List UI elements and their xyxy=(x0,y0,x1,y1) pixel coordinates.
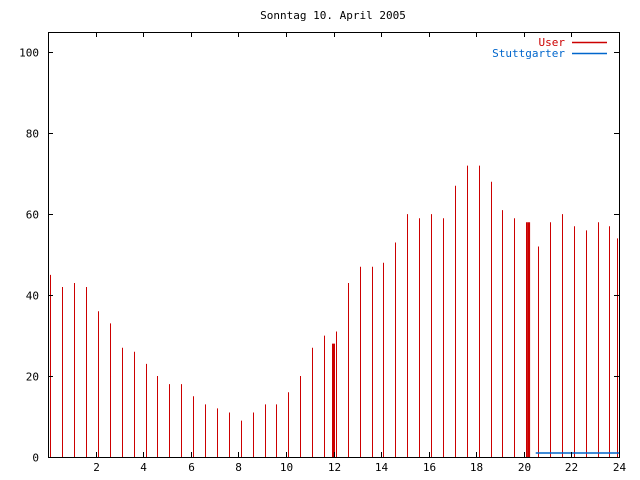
chart-title: Sonntag 10. April 2005 xyxy=(260,9,406,22)
x-tick-label: 6 xyxy=(188,461,195,474)
y-axis: 0 20 40 60 80 100 xyxy=(19,47,619,465)
x-axis: 2 4 6 8 10 12 14 16 18 20 22 24 xyxy=(93,32,626,474)
x-tick-label: 12 xyxy=(328,461,341,474)
y-tick-label: 0 xyxy=(32,452,39,465)
x-tick-label: 10 xyxy=(280,461,293,474)
x-tick-label: 4 xyxy=(140,461,147,474)
x-tick-label: 16 xyxy=(423,461,436,474)
x-tick-label: 24 xyxy=(613,461,627,474)
y-tick-label: 20 xyxy=(26,371,39,384)
bars xyxy=(50,165,618,457)
x-tick-label: 8 xyxy=(235,461,242,474)
x-tick-label: 22 xyxy=(565,461,578,474)
y-tick-label: 40 xyxy=(26,290,39,303)
x-tick-label: 18 xyxy=(470,461,483,474)
legend-label-stuttgarter: Stuttgarter xyxy=(492,47,565,60)
x-tick-label: 2 xyxy=(93,461,100,474)
x-tick-label: 20 xyxy=(518,461,531,474)
highlight-bars xyxy=(332,222,531,457)
y-tick-label: 60 xyxy=(26,209,39,222)
legend-label-user: User xyxy=(539,36,566,49)
y-tick-label: 100 xyxy=(19,47,39,60)
legend: User Stuttgarter xyxy=(492,36,607,60)
y-tick-label: 80 xyxy=(26,128,39,141)
x-tick-label: 14 xyxy=(375,461,389,474)
